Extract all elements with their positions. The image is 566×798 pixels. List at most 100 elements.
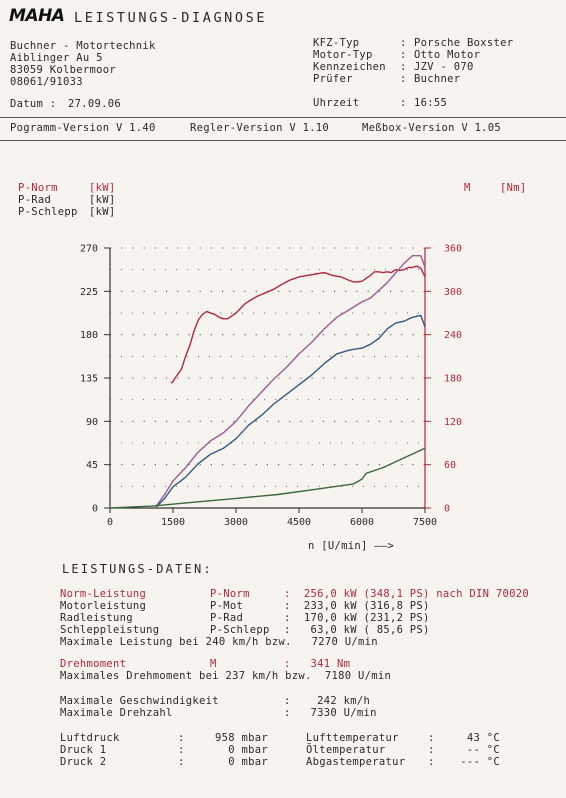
ambient-label: Druck 1: [60, 744, 107, 756]
ambient-value: 958 mbar: [215, 732, 268, 744]
y-tick-label-left: 270: [80, 244, 98, 255]
legend-pschlepp-unit: [kW]: [89, 206, 116, 218]
ambient-sep2: :: [428, 732, 435, 744]
y-tick-label-right: 120: [444, 417, 462, 428]
ambient-sep: :: [178, 756, 185, 768]
y-tick-label-right: 240: [444, 330, 462, 341]
max-rpm-label: Maximale Drehzahl: [60, 707, 173, 719]
legend-torque-name: M: [464, 182, 471, 194]
max-speed-value: : 242 km/h: [284, 695, 371, 707]
result-value: : 256,0 kW (348,1 PS) nach DIN 70020: [284, 588, 529, 600]
ambient-sep: :: [178, 732, 185, 744]
y-tick-label-left: 0: [92, 504, 98, 515]
section-title: LEISTUNGS-DATEN:: [62, 562, 213, 576]
x-tick-label: 7500: [413, 517, 437, 528]
divider-bottom: [0, 140, 566, 141]
ambient-label2: Abgastemperatur: [306, 756, 406, 768]
ambient-sep2: :: [428, 756, 435, 768]
ambient-sep: :: [178, 744, 185, 756]
uhrzeit-label: Uhrzeit: [313, 97, 360, 109]
x-tick-label: 0: [107, 517, 113, 528]
regler-version: Regler-Version V 1.10: [190, 122, 330, 134]
kennzeichen-value: JZV - 070: [414, 61, 474, 73]
result-label: Schleppleistung: [60, 624, 160, 636]
programm-version: Pogramm-Version V 1.40: [10, 122, 156, 134]
result-value: : 233,0 kW (316,8 PS): [284, 600, 430, 612]
x-axis-label: n [U/min] ——>: [308, 540, 395, 552]
maha-logo: MAHA: [9, 6, 65, 26]
ambient-label: Druck 2: [60, 756, 107, 768]
result-sym: P-Norm: [210, 588, 250, 600]
result-label: Norm-Leistung: [60, 588, 147, 600]
kennzeichen-label: Kennzeichen: [313, 61, 386, 73]
max-power-line: Maximale Leistung bei 240 km/h bzw. 7270…: [60, 636, 378, 648]
max-torque-line: Maximales Drehmoment bei 237 km/h bzw. 7…: [60, 670, 392, 682]
legend-pnorm-name: P-Norm: [18, 182, 58, 194]
series-line-3: [109, 447, 426, 509]
motor-typ-value: Otto Motor: [414, 49, 481, 61]
divider-top: [0, 117, 566, 118]
max-rpm-value: : 7330 U/min: [284, 707, 377, 719]
ambient-value2: -- °C: [466, 744, 500, 756]
company-phone: 08061/91033: [10, 76, 83, 88]
sep: :: [400, 37, 407, 49]
max-speed-label: Maximale Geschwindigkeit: [60, 695, 219, 707]
ambient-sep2: :: [428, 744, 435, 756]
x-tick-label: 4500: [287, 517, 311, 528]
sep: :: [400, 73, 407, 85]
y-tick-label-right: 0: [444, 504, 450, 515]
ambient-label: Luftdruck: [60, 732, 120, 744]
ambient-value: 0 mbar: [228, 756, 268, 768]
series-line-0: [170, 265, 426, 384]
ambient-label2: Öltemperatur: [306, 744, 386, 756]
date-label: Datum :: [10, 98, 57, 110]
legend-pnorm-unit: [kW]: [89, 182, 116, 194]
ambient-label2: Lufttemperatur: [306, 732, 399, 744]
pruefer-value: Buchner: [414, 73, 461, 85]
x-tick-label: 6000: [350, 517, 374, 528]
result-sym: P-Schlepp: [210, 624, 270, 636]
date-value: 27.09.06: [68, 98, 121, 110]
y-tick-label-left: 90: [86, 417, 98, 428]
y-tick-label-right: 60: [444, 460, 456, 471]
result-value: : 63,0 kW ( 85,6 PS): [284, 624, 430, 636]
y-tick-label-right: 180: [444, 374, 462, 385]
sep: :: [400, 49, 407, 61]
y-tick-label-left: 45: [86, 460, 98, 471]
legend-pschlepp-name: P-Schlepp: [18, 206, 78, 218]
pruefer-label: Prüfer: [313, 73, 353, 85]
company-street: Aiblinger Au 5: [10, 52, 103, 64]
legend-torque-unit: [Nm]: [500, 182, 527, 194]
y-tick-label-right: 360: [444, 244, 462, 255]
uhrzeit-value: 16:55: [414, 97, 448, 109]
result-sym: P-Mot: [210, 600, 244, 612]
sep: :: [400, 61, 407, 73]
x-tick-label: 3000: [224, 517, 248, 528]
result-label: Radleistung: [60, 612, 133, 624]
result-sym: P-Rad: [210, 612, 244, 624]
y-tick-label-left: 135: [80, 374, 98, 385]
series-line-2: [155, 314, 426, 508]
ambient-value2: 43 °C: [466, 732, 500, 744]
messbox-version: Meßbox-Version V 1.05: [362, 122, 502, 134]
result-value: : 170,0 kW (231,2 PS): [284, 612, 430, 624]
torque-label: Drehmoment: [60, 658, 127, 670]
page-title: LEISTUNGS-DIAGNOSE: [74, 10, 268, 26]
y-tick-label-right: 300: [444, 287, 462, 298]
result-label: Motorleistung: [60, 600, 147, 612]
kfz-typ-value: Porsche Boxster: [414, 37, 514, 49]
torque-sym: M: [210, 658, 217, 670]
x-tick-label: 1500: [161, 517, 185, 528]
company-name: Buchner - Motortechnik: [10, 40, 156, 52]
legend-prad-unit: [kW]: [89, 194, 116, 206]
motor-typ-label: Motor-Typ: [313, 49, 373, 61]
sep: :: [400, 97, 407, 109]
torque-value: : 341 Nm: [284, 658, 351, 670]
legend-prad-name: P-Rad: [18, 194, 52, 206]
y-tick-label-left: 180: [80, 330, 98, 341]
ambient-value2: --- °C: [460, 756, 500, 768]
y-tick-label-left: 225: [80, 287, 98, 298]
series-line-1: [155, 254, 426, 507]
kfz-typ-label: KFZ-Typ: [313, 37, 360, 49]
